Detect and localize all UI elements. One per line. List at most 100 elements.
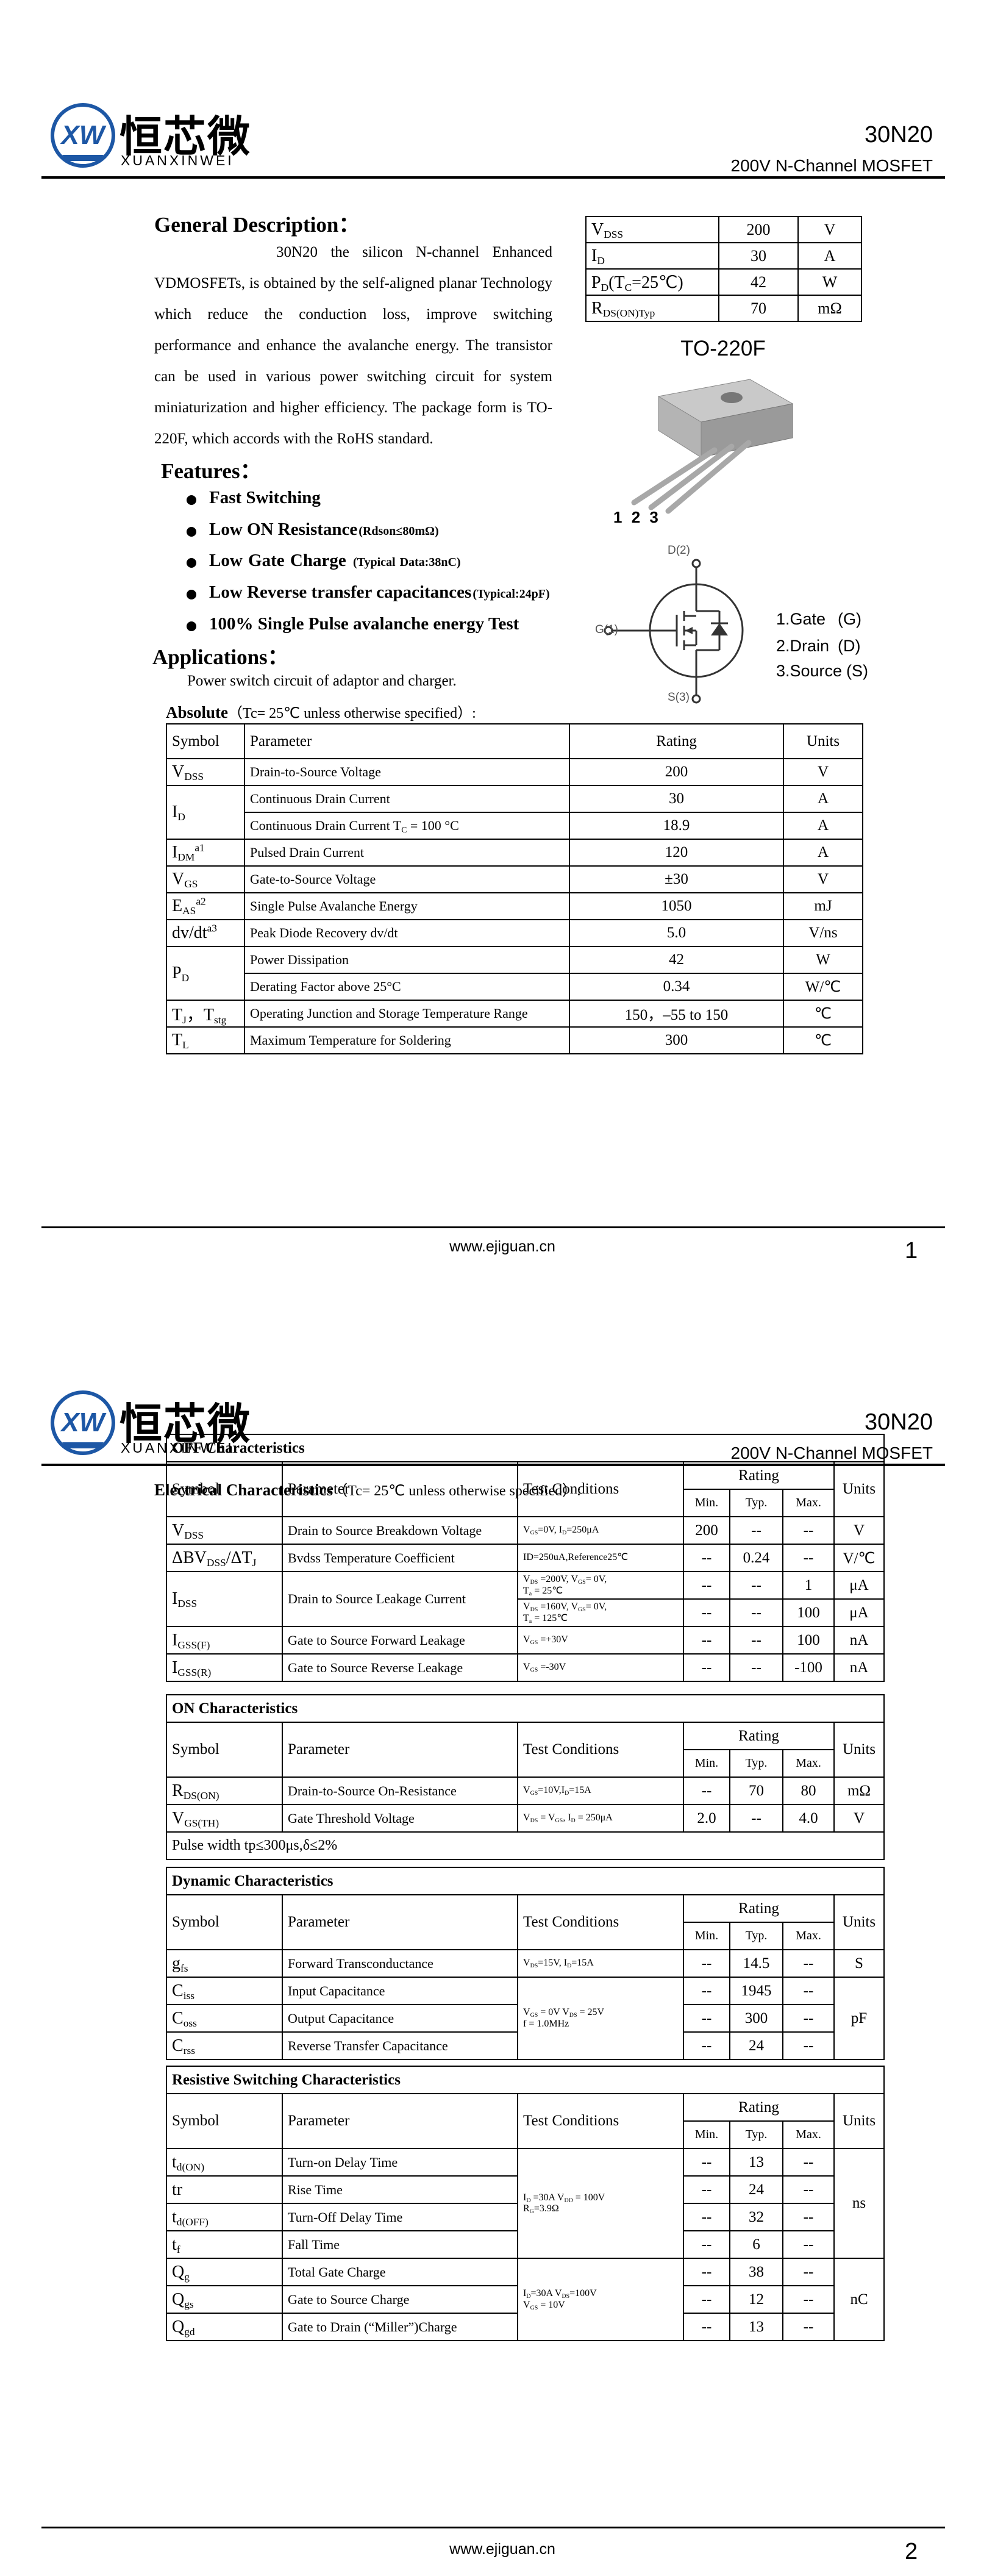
sub-text: g: [184, 2270, 190, 2283]
table-cell: --: [729, 1626, 783, 1655]
table-cell: 70: [729, 1776, 783, 1805]
table-cell: PD: [166, 946, 245, 1001]
table-cell: Min.: [683, 1922, 730, 1950]
table-cell: Symbol: [166, 1461, 283, 1517]
text-run: t: [172, 2152, 177, 2172]
text-line: RG=3.9Ω: [523, 2203, 678, 2214]
table-row: ID Continuous Drain Current 30 A: [166, 785, 863, 840]
text-run: C: [172, 2036, 184, 2055]
table-row: RDS(ON)Typ 70 mΩ: [585, 295, 862, 322]
header-row: Symbol Parameter Test Conditions Rating Unit…: [166, 1894, 885, 1950]
table-row: Derating Factor above 25°C 0.34 W/℃: [166, 973, 863, 1001]
table-cell: Typ.: [729, 1922, 783, 1950]
table-cell: Max.: [782, 1749, 835, 1778]
table-cell: --: [782, 2313, 835, 2341]
text-run: =-30V: [538, 1662, 566, 1673]
text-run: , I: [563, 1812, 571, 1823]
feature-item: Low ON Resistance (Rdson≤80mΩ): [187, 520, 439, 540]
table-cell: V: [833, 1804, 885, 1833]
table-row: VDSS Drain to Source Breakdown Voltage VGS…: [166, 1516, 885, 1545]
table-cell: 120: [569, 839, 784, 867]
table-cell: VDSS: [166, 758, 245, 786]
sub-text: C: [401, 825, 407, 834]
text-run: t: [172, 2207, 177, 2227]
sub-text: GS: [578, 1578, 586, 1586]
sup-text: a2: [196, 895, 206, 907]
sub-text: GS(TH): [184, 1817, 219, 1829]
text-run: =3.9Ω: [533, 2203, 559, 2214]
footer-url: www.ejiguan.cn: [449, 2541, 555, 2558]
table-cell: Fall Time: [282, 2230, 518, 2259]
text-line: ID=30A VDS=100V: [523, 2288, 678, 2299]
summary-table: VDSS 200 V ID 30 A PD(TC=25℃) 42 W RDS(ON)Typ 70 mΩ: [585, 216, 862, 322]
sub-text: fs: [180, 1962, 188, 1974]
text-run: = 0V V: [538, 2007, 569, 2018]
table-cell: Symbol: [166, 1894, 283, 1950]
table-cell: Input Capacitance: [282, 1977, 518, 2005]
text-run: Low ON Resistance: [209, 520, 358, 539]
table-cell: VGS=10V,ID=15A: [517, 1776, 684, 1805]
text-run: V: [591, 220, 604, 239]
table-cell: 5.0: [569, 919, 784, 947]
table-cell: --: [683, 1571, 730, 1600]
table-cell: 13: [729, 2313, 783, 2341]
table-cell: 24: [729, 2031, 783, 2060]
table-cell: Symbol: [166, 723, 245, 759]
table-cell: --: [683, 2313, 730, 2341]
pin-number: 2: [631, 508, 641, 526]
text-run: f = 1.0MHz: [523, 2018, 569, 2029]
sub-text: DS: [530, 1606, 538, 1613]
text-run: V: [172, 1520, 185, 1540]
sub-text: GS: [555, 1817, 563, 1825]
table-cell: 30: [718, 242, 799, 270]
table-cell: ON Characteristics: [165, 1694, 885, 1723]
text-run: I: [172, 1630, 178, 1650]
table-cell: --: [729, 1804, 783, 1833]
table-title: Absolute（Tc= 25℃ unless otherwise specif…: [166, 701, 476, 722]
table-cell: VDSS: [585, 216, 719, 243]
feature-text: Fast Switching: [209, 488, 321, 507]
table-cell: --: [782, 1516, 835, 1545]
table-cell: Reverse Transfer Capacitance: [282, 2031, 518, 2060]
table-cell: --: [683, 2230, 730, 2259]
table-cell: TJ，Tstg: [166, 1000, 245, 1028]
text-line: VGS = 0V VDS = 25V: [523, 2007, 678, 2018]
text-run: T: [523, 1585, 529, 1596]
sub-text: DSS: [184, 1529, 204, 1541]
sub-text: f: [176, 2243, 180, 2255]
table-cell: Bvdss Temperature Coefficient: [282, 1544, 518, 1572]
spec-table: Resistive Switching Characteristics Symbo…: [165, 2066, 885, 2341]
table-cell: Min.: [683, 1489, 730, 1517]
sub-text: gd: [184, 2325, 195, 2338]
part-number: 30N20: [865, 122, 933, 148]
sub-text: GS: [530, 2304, 538, 2311]
table-cell: 300: [729, 2004, 783, 2033]
pinout-name: 1.Gate: [776, 610, 826, 628]
table-cell: --: [782, 2285, 835, 2314]
table-cell: --: [683, 1977, 730, 2005]
bullet: [187, 495, 196, 505]
table-cell: tf: [166, 2230, 283, 2259]
sub-text: D: [562, 1530, 567, 1537]
table-cell: 300: [569, 1026, 784, 1054]
sub-text: J: [252, 1556, 257, 1569]
table-cell: --: [729, 1516, 783, 1545]
table-cell: V: [833, 1516, 885, 1545]
text-run: dv/dt: [172, 923, 207, 942]
sub-text: DM: [177, 851, 195, 863]
table-row: Continuous Drain Current TC = 100 °C 18.9…: [166, 812, 863, 840]
text-run: =+30V: [538, 1634, 568, 1645]
table-cell: 200: [683, 1516, 730, 1545]
feature-item: Fast Switching: [187, 488, 321, 508]
text-line: VDS =160V, VGS= 0V,: [523, 1601, 678, 1612]
sub-text: d(OFF): [176, 2216, 209, 2228]
sub-text: GSS(F): [177, 1639, 210, 1651]
text-run: Q: [172, 2262, 185, 2281]
text-run: = 250μA: [575, 1812, 613, 1823]
spec-table: OFF Characteristics Symbol Parameter Test C…: [165, 1434, 885, 1682]
table-row: VGS(TH) Gate Threshold Voltage VDS = VGS, …: [166, 1804, 885, 1833]
text-run: T: [523, 1612, 529, 1623]
table-cell: Symbol: [166, 1722, 283, 1778]
text-run: T: [172, 1006, 183, 1025]
